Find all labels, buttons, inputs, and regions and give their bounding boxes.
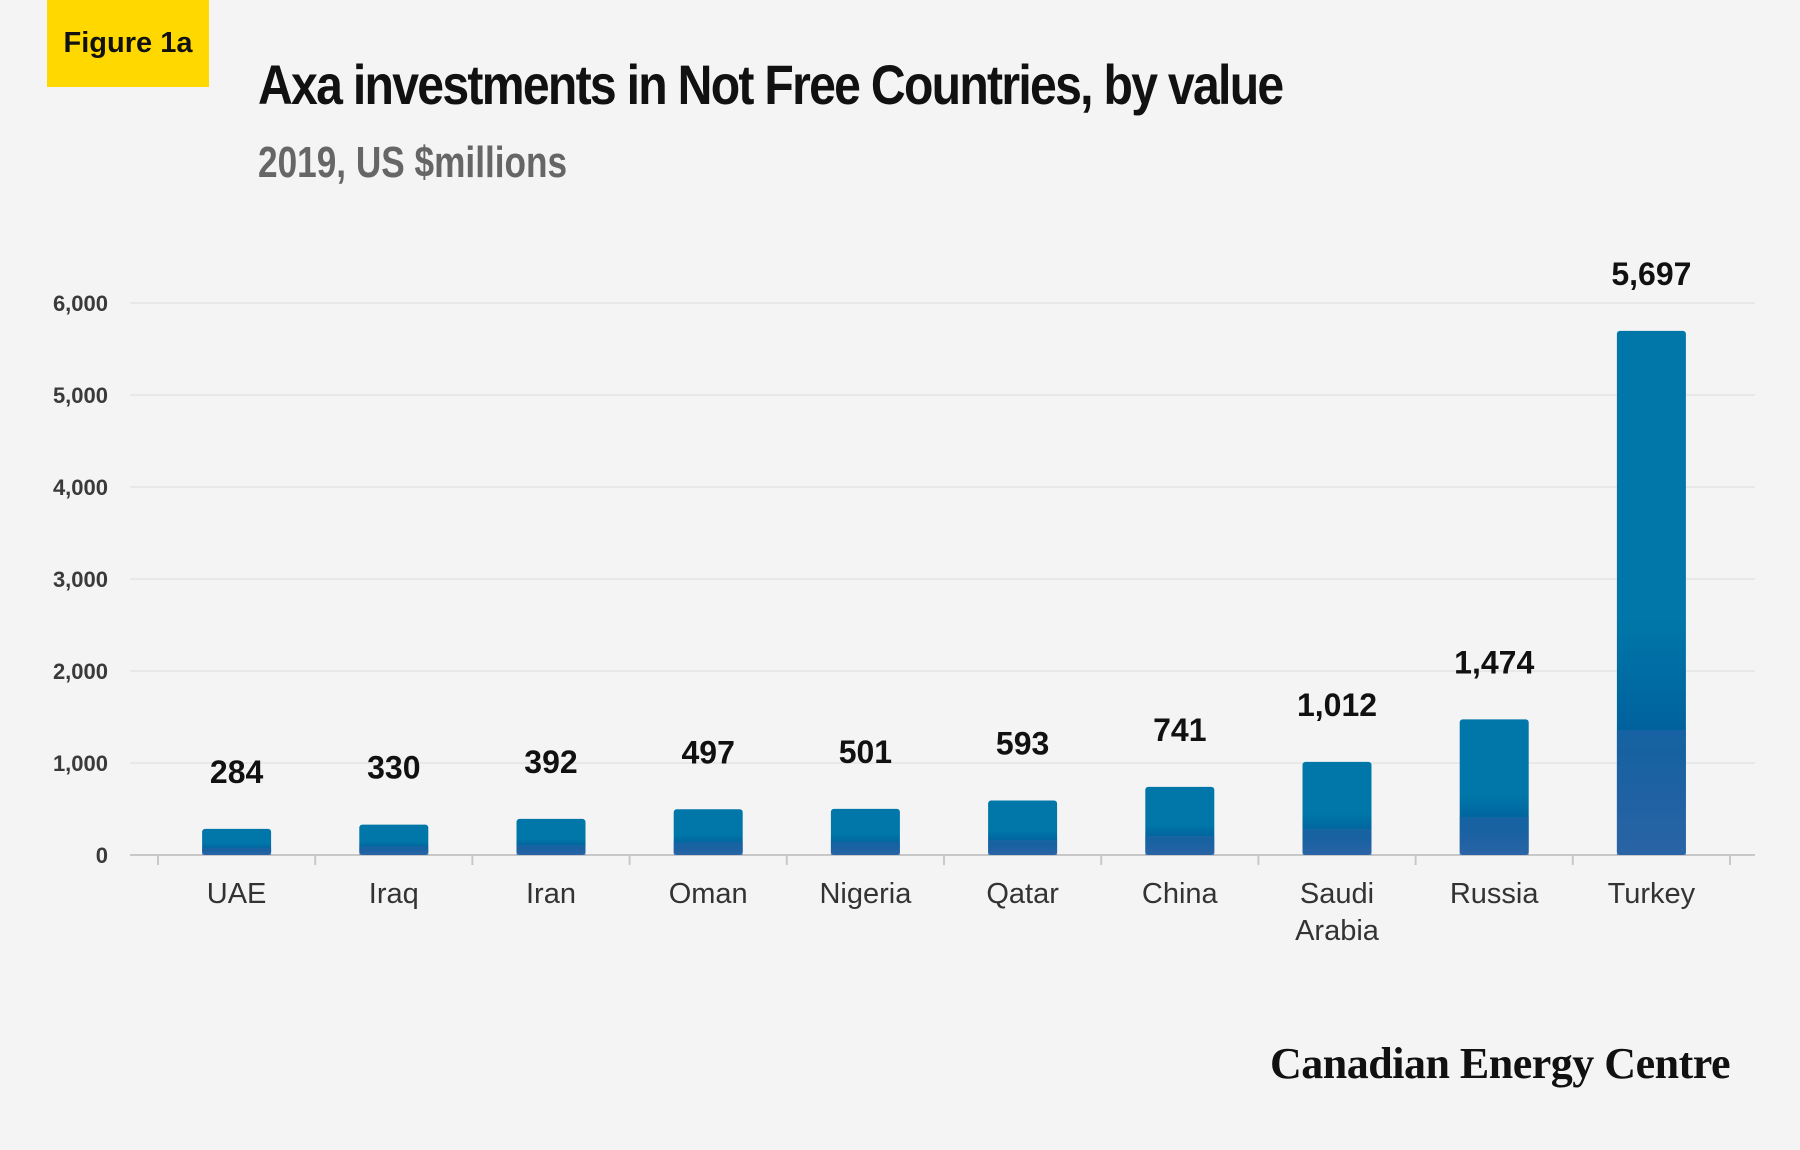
bar-base-shade (516, 844, 586, 855)
x-category-label: Turkey (1608, 878, 1696, 910)
bar-base-shade (988, 839, 1058, 855)
x-category-label: Qatar (986, 878, 1059, 910)
y-tick-label: 6,000 (53, 291, 108, 316)
bar-base-shade (1302, 828, 1372, 855)
data-label: 1,474 (1454, 644, 1534, 680)
chart-subtitle: 2019, US $millions (258, 138, 568, 187)
x-category-label: Iraq (369, 878, 419, 910)
data-label: 501 (839, 734, 892, 770)
bar-base-shade (673, 842, 743, 855)
x-category-label-line: Oman (669, 878, 748, 910)
x-category-label: China (1142, 878, 1219, 910)
bar-base-shade (1459, 817, 1529, 855)
x-category-label-line: China (1142, 878, 1219, 910)
chart-title: Axa investments in Not Free Countries, b… (258, 53, 1284, 116)
data-label: 741 (1153, 712, 1206, 748)
x-category-label-line: Iraq (369, 878, 419, 910)
x-category-label-line: Iran (526, 878, 576, 910)
data-label: 1,012 (1297, 687, 1377, 723)
bar-base-shade (830, 842, 900, 855)
figure-badge: Figure 1a (47, 0, 209, 87)
x-category-label-line: UAE (207, 878, 267, 910)
bar-base-shade (359, 846, 429, 855)
y-tick-label: 0 (96, 843, 108, 868)
bar (1616, 330, 1686, 856)
bar-base-shade (1616, 730, 1686, 855)
x-category-label: Nigeria (819, 878, 912, 910)
x-category-label-line: Russia (1450, 878, 1540, 910)
data-label: 593 (996, 725, 1049, 761)
x-category-label: Saudi Arabia (1295, 878, 1380, 947)
x-category-label-line: Qatar (986, 878, 1059, 910)
y-tick-label: 4,000 (53, 475, 108, 500)
x-category-label-line: Arabia (1295, 915, 1380, 947)
data-label: 5,697 (1611, 256, 1691, 292)
bar-base-shade (202, 847, 272, 855)
bar-base-shade (1145, 835, 1215, 855)
x-category-label: Russia (1450, 878, 1540, 910)
x-category-label-line: Turkey (1608, 878, 1696, 910)
y-tick-label: 5,000 (53, 383, 108, 408)
y-tick-label: 1,000 (53, 751, 108, 776)
brand-logo-text: Canadian Energy Centre (1270, 1039, 1730, 1088)
x-category-label: Oman (669, 878, 748, 910)
data-label: 284 (210, 754, 264, 790)
data-label: 497 (682, 734, 735, 770)
data-label: 330 (367, 750, 420, 786)
x-category-label: UAE (207, 878, 267, 910)
x-category-label-line: Saudi (1300, 878, 1374, 910)
y-tick-label: 3,000 (53, 567, 108, 592)
figure-badge-label: Figure 1a (63, 27, 193, 59)
y-tick-label: 2,000 (53, 659, 108, 684)
x-category-label: Iran (526, 878, 576, 910)
data-label: 392 (524, 744, 577, 780)
x-category-label-line: Nigeria (819, 878, 912, 910)
